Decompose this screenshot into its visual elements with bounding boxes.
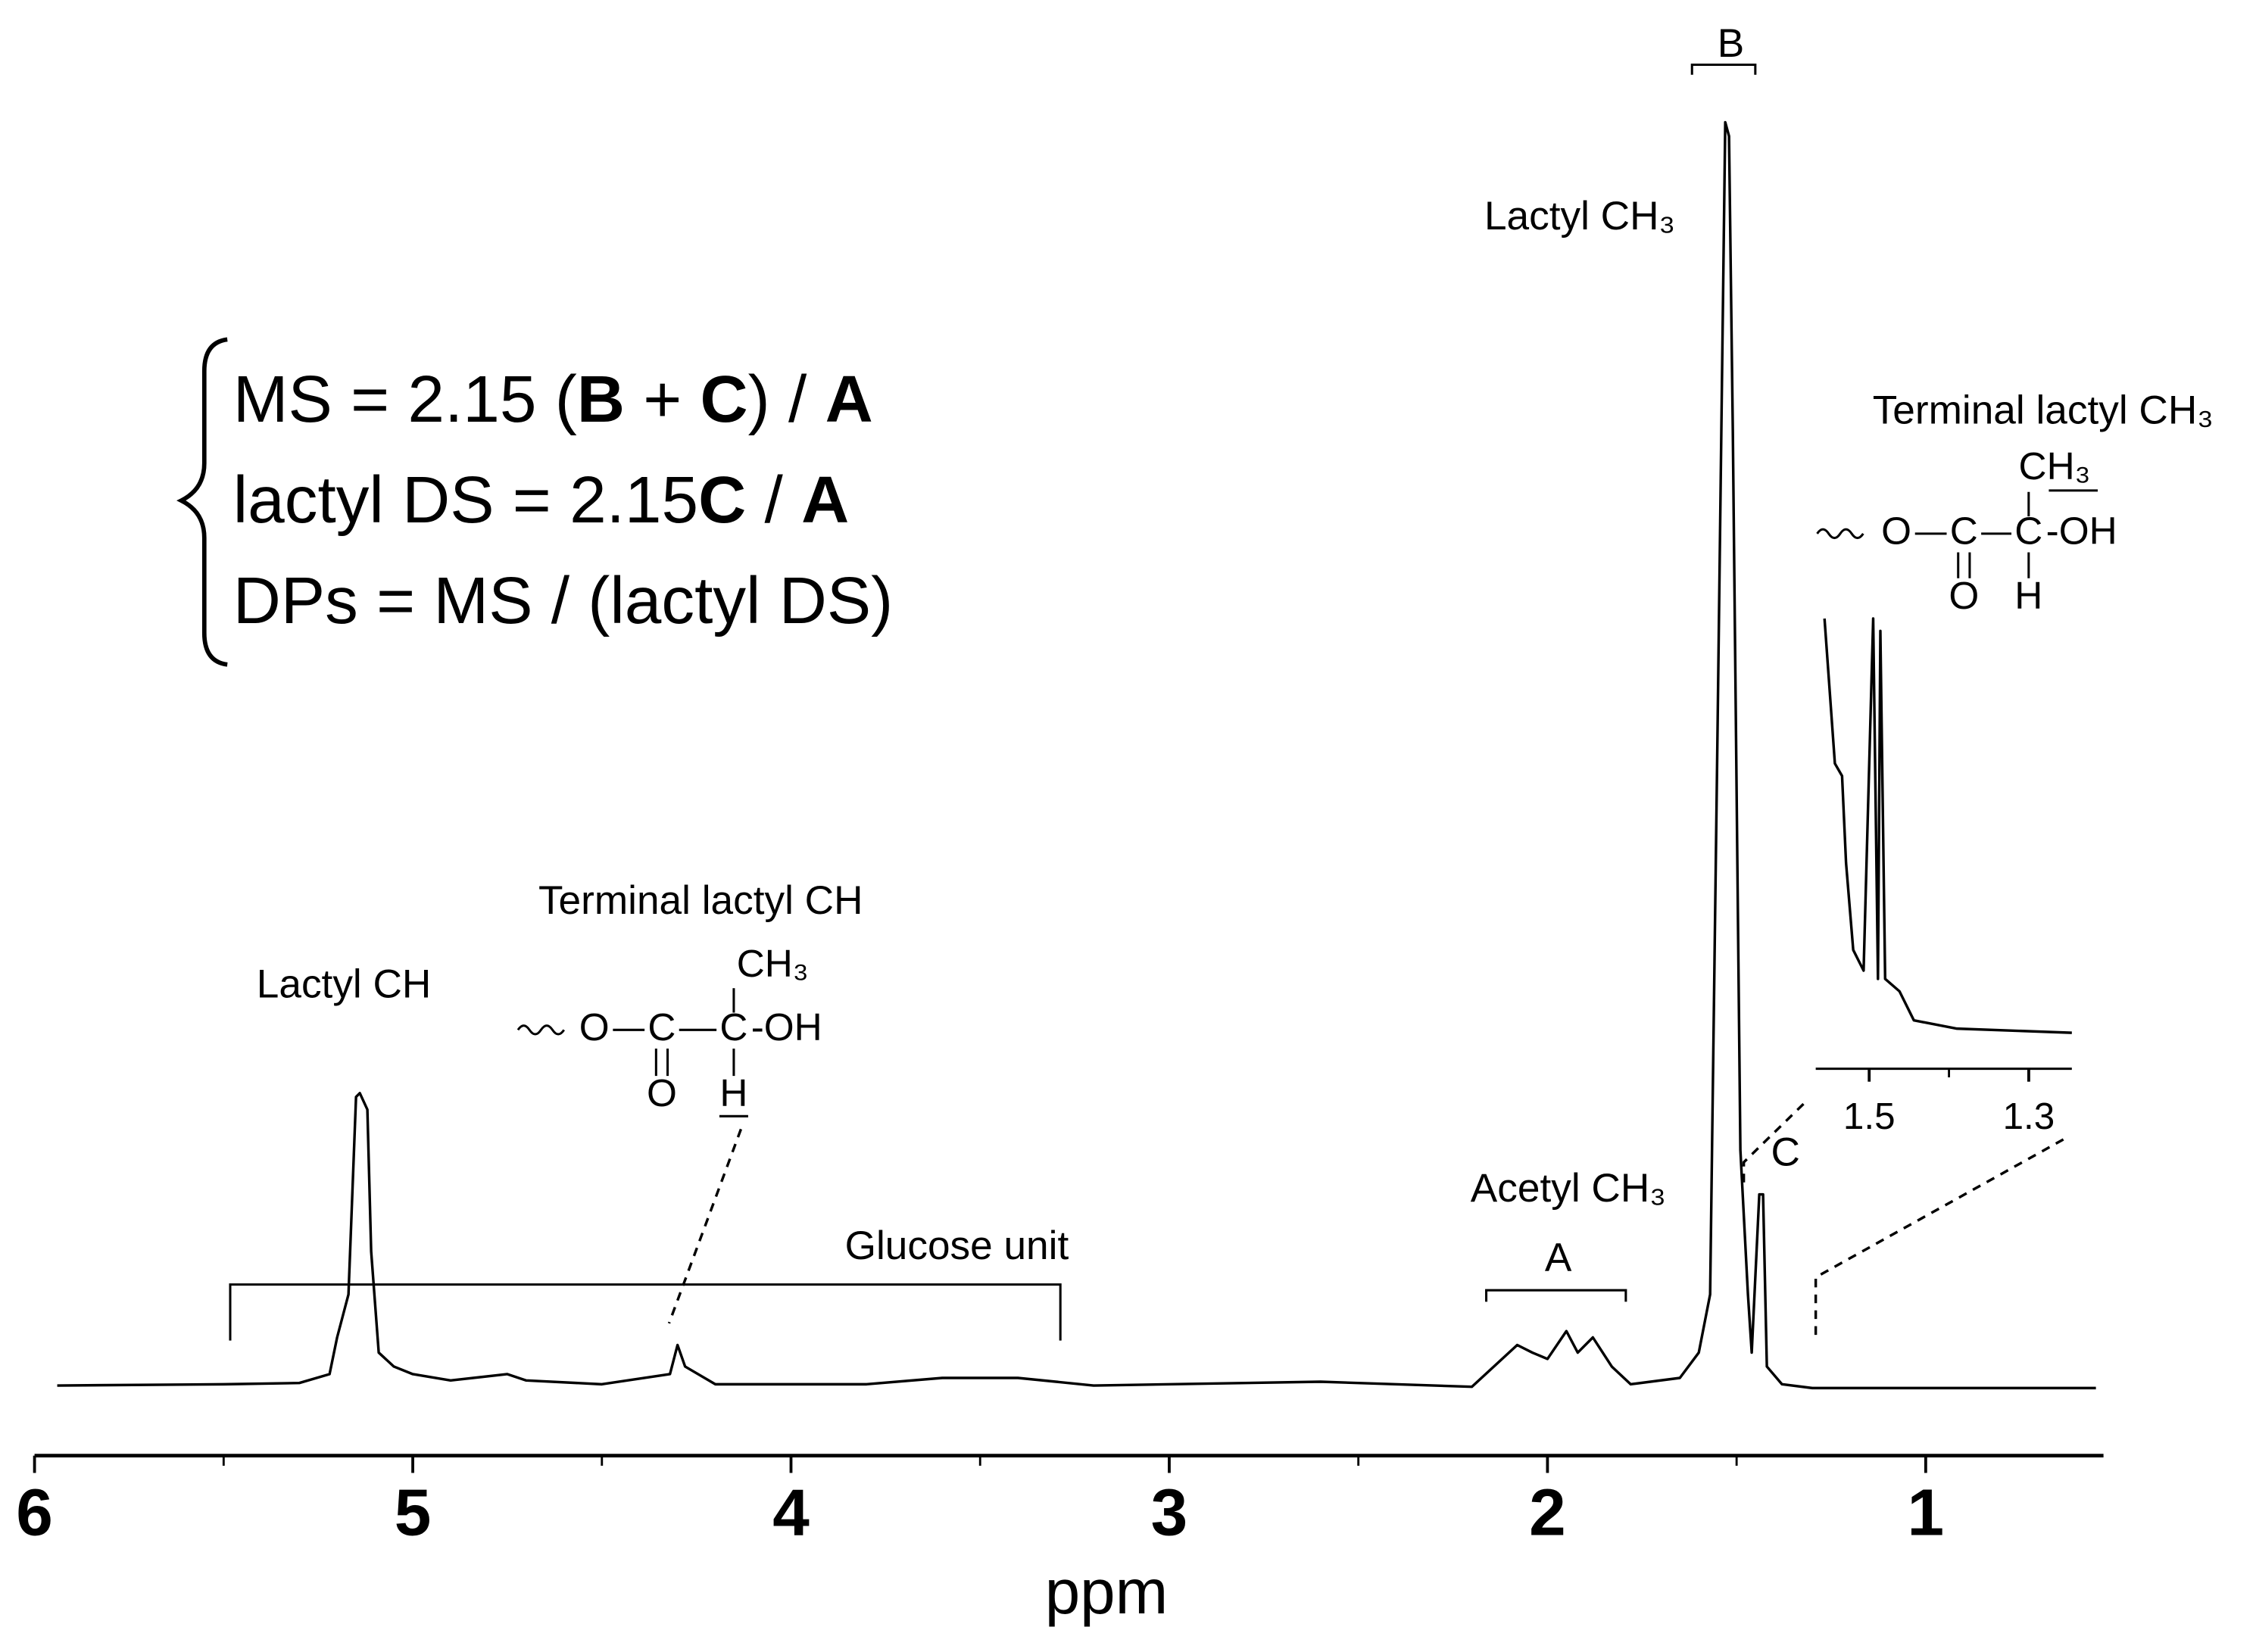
x-tick-label: 4 [772,1475,810,1549]
connector [1742,1101,1807,1183]
formula-segment: / [746,463,801,537]
formula-segment: C [701,362,748,436]
spectrum [1823,617,2072,1034]
connector [667,1128,743,1324]
wavy-bond [1816,528,1864,540]
peak-label: Lactyl CH₃ [1484,194,1675,238]
bracket [1485,1289,1627,1302]
formula-segment: A [825,362,873,436]
connector [1814,1135,2070,1336]
x-tick-label: 1.3 [2003,1096,2055,1137]
bracket [1690,63,1757,75]
atom: H [2014,574,2042,617]
atom: -OH [751,1005,822,1049]
wavy-bond [516,1024,566,1036]
peak-label: Acetyl CH₃ [1471,1166,1666,1211]
x-tick-label: 2 [1529,1475,1566,1549]
bracket [229,1283,1062,1341]
atom: CH₃ [2019,444,2091,488]
atom: C [647,1005,676,1049]
formula-segment: DPs = MS / (lactyl DS) [233,563,893,637]
atom: O [1881,509,1911,552]
structure-title: Terminal lactyl CH [538,878,863,923]
x-tick-label: 1 [1908,1475,1945,1549]
structure-title: Terminal lactyl CH₃ [1873,388,2214,432]
atom: O [1949,574,1979,617]
atom: H [719,1071,747,1114]
region-label: Glucose unit [845,1223,1069,1268]
x-tick-label: 3 [1151,1475,1188,1549]
formula-line: MS = 2.15 (B + C) / A [233,362,873,436]
peak-label: Lactyl CH [257,962,432,1006]
integral-label: A [1545,1235,1572,1280]
atom: O [579,1005,610,1049]
atom: -OH [2046,509,2117,552]
integral-label: C [1771,1130,1800,1175]
formula-segment: C [698,463,746,537]
formula-segment: B [577,362,625,436]
atom: C [1950,509,1978,552]
atom: O [647,1071,677,1114]
integral-label: B [1718,21,1744,66]
formula-brace [176,337,228,667]
formula-line: lactyl DS = 2.15C / A [233,463,849,537]
formula-line: DPs = MS / (lactyl DS) [233,563,893,637]
x-tick-label: 6 [16,1475,53,1549]
x-tick-label: 1.5 [1843,1096,1896,1137]
formula-segment: lactyl DS = 2.15 [233,463,698,537]
x-axis-label: ppm [1045,1556,1169,1627]
formula-segment: + [625,362,701,436]
atom: CH₃ [737,942,809,985]
spectrum [57,120,2096,1390]
formula-segment: MS = 2.15 ( [233,362,577,436]
x-tick-label: 5 [395,1475,432,1549]
formula-segment: ) / [748,362,825,436]
formula-segment: A [801,463,849,537]
